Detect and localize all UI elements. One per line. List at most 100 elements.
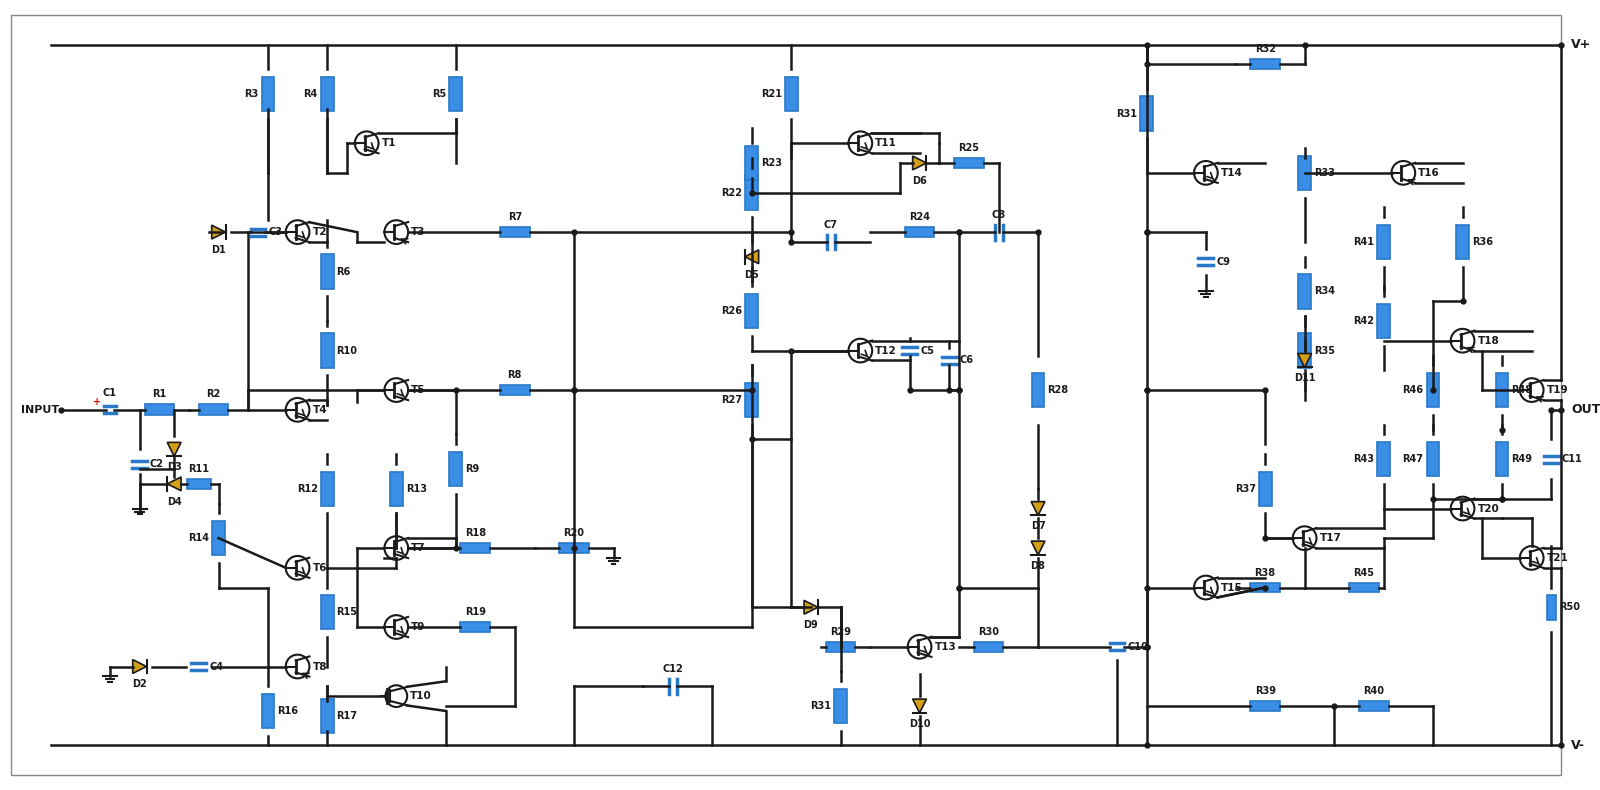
- Polygon shape: [168, 477, 181, 491]
- Text: D1: D1: [211, 245, 226, 255]
- FancyBboxPatch shape: [826, 641, 856, 652]
- Polygon shape: [211, 225, 226, 239]
- Text: R16: R16: [277, 706, 298, 716]
- FancyBboxPatch shape: [1349, 582, 1379, 592]
- FancyBboxPatch shape: [746, 145, 758, 180]
- Text: C2: C2: [150, 459, 163, 469]
- Text: T17: T17: [1320, 533, 1341, 544]
- Text: R6: R6: [336, 266, 350, 276]
- Text: R19: R19: [464, 608, 486, 617]
- Text: R22: R22: [722, 187, 742, 198]
- FancyBboxPatch shape: [320, 333, 334, 368]
- Text: D7: D7: [1030, 521, 1045, 532]
- FancyBboxPatch shape: [974, 641, 1003, 652]
- Text: R24: R24: [909, 213, 930, 222]
- FancyBboxPatch shape: [1496, 373, 1509, 408]
- FancyBboxPatch shape: [144, 404, 174, 416]
- Polygon shape: [133, 660, 147, 673]
- Text: C4: C4: [210, 661, 224, 672]
- Text: R29: R29: [830, 627, 851, 637]
- FancyBboxPatch shape: [1298, 274, 1310, 309]
- FancyBboxPatch shape: [834, 689, 846, 724]
- Text: C10: C10: [1128, 641, 1149, 652]
- FancyBboxPatch shape: [746, 294, 758, 329]
- Text: C12: C12: [662, 664, 683, 674]
- Text: C1: C1: [102, 388, 117, 398]
- Text: R50: R50: [1560, 602, 1581, 612]
- FancyBboxPatch shape: [390, 472, 403, 506]
- FancyBboxPatch shape: [1250, 582, 1280, 592]
- Polygon shape: [805, 600, 818, 614]
- Text: OUT: OUT: [1571, 404, 1600, 416]
- Text: R47: R47: [1403, 454, 1424, 465]
- Text: T13: T13: [934, 641, 957, 652]
- FancyBboxPatch shape: [746, 382, 758, 417]
- FancyBboxPatch shape: [320, 254, 334, 289]
- FancyBboxPatch shape: [320, 77, 334, 111]
- Text: T4: T4: [312, 404, 326, 415]
- FancyBboxPatch shape: [320, 595, 334, 630]
- FancyBboxPatch shape: [1358, 701, 1389, 711]
- FancyBboxPatch shape: [1427, 373, 1440, 408]
- Text: R38: R38: [1254, 568, 1275, 577]
- Text: D3: D3: [166, 462, 181, 472]
- Text: R3: R3: [245, 88, 259, 99]
- Text: T3: T3: [411, 227, 426, 237]
- Text: T12: T12: [875, 345, 898, 356]
- FancyBboxPatch shape: [1378, 442, 1390, 476]
- Text: R34: R34: [1314, 286, 1334, 296]
- Text: V-: V-: [1571, 739, 1586, 752]
- Text: R13: R13: [406, 483, 427, 494]
- Text: R23: R23: [762, 158, 782, 168]
- FancyBboxPatch shape: [499, 228, 530, 237]
- Text: T15: T15: [1221, 582, 1243, 592]
- Text: D5: D5: [744, 269, 758, 280]
- FancyBboxPatch shape: [1496, 442, 1509, 476]
- Polygon shape: [168, 442, 181, 456]
- FancyBboxPatch shape: [261, 694, 274, 728]
- Text: R48: R48: [1512, 385, 1533, 395]
- Text: R8: R8: [507, 371, 522, 380]
- Text: R36: R36: [1472, 237, 1493, 247]
- Text: D6: D6: [912, 176, 926, 186]
- FancyBboxPatch shape: [261, 77, 274, 111]
- FancyBboxPatch shape: [461, 543, 490, 553]
- Text: V+: V+: [1571, 38, 1592, 51]
- Text: T1: T1: [381, 138, 395, 149]
- Text: +: +: [93, 397, 101, 408]
- FancyBboxPatch shape: [1259, 472, 1272, 506]
- FancyBboxPatch shape: [1250, 59, 1280, 70]
- Text: R1: R1: [152, 389, 166, 400]
- Text: D10: D10: [909, 719, 930, 729]
- Text: R7: R7: [507, 213, 522, 222]
- Polygon shape: [912, 699, 926, 713]
- Polygon shape: [746, 250, 758, 264]
- Text: R28: R28: [1048, 385, 1069, 395]
- Text: R46: R46: [1403, 385, 1424, 395]
- Text: T9: T9: [411, 622, 426, 632]
- FancyBboxPatch shape: [198, 404, 229, 416]
- Text: T14: T14: [1221, 167, 1243, 178]
- Text: R39: R39: [1254, 687, 1275, 696]
- Text: R27: R27: [722, 395, 742, 405]
- FancyBboxPatch shape: [187, 479, 211, 489]
- Text: R32: R32: [1254, 44, 1275, 55]
- Text: C5: C5: [920, 345, 934, 356]
- Text: C8: C8: [992, 210, 1006, 220]
- Text: R49: R49: [1512, 454, 1533, 465]
- FancyBboxPatch shape: [1456, 224, 1469, 259]
- Text: C6: C6: [960, 356, 973, 366]
- Text: R31: R31: [1117, 108, 1138, 118]
- Text: R20: R20: [563, 529, 584, 538]
- FancyBboxPatch shape: [213, 521, 226, 555]
- Text: R2: R2: [206, 389, 221, 400]
- Polygon shape: [912, 156, 926, 170]
- FancyBboxPatch shape: [320, 472, 334, 506]
- Text: R26: R26: [722, 306, 742, 316]
- FancyBboxPatch shape: [786, 77, 798, 111]
- Text: C9: C9: [1216, 257, 1230, 267]
- Text: R25: R25: [958, 143, 979, 153]
- Text: C3: C3: [269, 227, 283, 237]
- Text: R35: R35: [1314, 345, 1334, 356]
- Text: R21: R21: [762, 88, 782, 99]
